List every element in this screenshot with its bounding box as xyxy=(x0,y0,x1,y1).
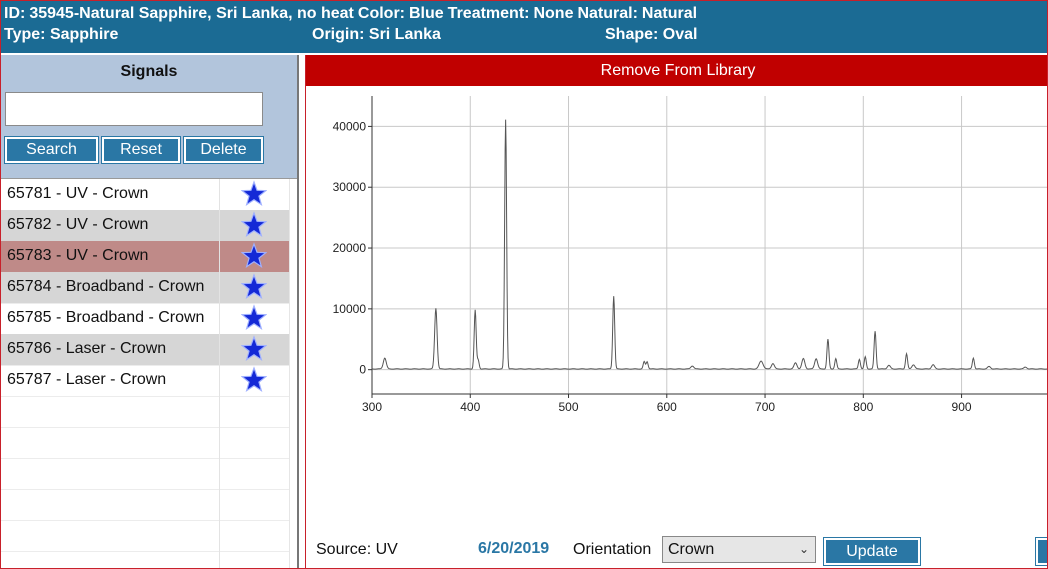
row-divider xyxy=(1,303,289,304)
signals-panel: Signals Search Reset Delete 65781 - UV -… xyxy=(1,55,299,568)
treatment-label: Treatment: xyxy=(447,5,530,22)
star-icon[interactable] xyxy=(241,211,267,239)
signal-row[interactable]: 65785 - Broadband - Crown xyxy=(1,303,289,334)
x-tick-label: 400 xyxy=(460,400,480,414)
signal-row[interactable]: 65783 - UV - Crown xyxy=(1,241,289,272)
signal-row[interactable]: 65787 - Laser - Crown xyxy=(1,365,289,396)
source-label: Source: UV xyxy=(316,541,398,558)
delete-button[interactable]: Delete xyxy=(183,136,264,164)
color-label: Color: xyxy=(357,5,405,22)
orientation-select[interactable]: Crown ⌄ xyxy=(662,536,816,563)
type-value: Sapphire xyxy=(49,26,119,43)
x-tick-label: 500 xyxy=(559,400,579,414)
color-value: Blue xyxy=(409,5,444,22)
id-label: ID: xyxy=(4,5,26,22)
signal-date: 6/20/2019 xyxy=(478,540,550,557)
column-divider xyxy=(219,179,220,568)
chevron-down-icon: ⌄ xyxy=(798,542,809,556)
signal-label: 65783 - UV - Crown xyxy=(7,247,149,264)
y-tick-label: 10000 xyxy=(333,302,367,316)
signal-label: 65781 - UV - Crown xyxy=(7,185,149,202)
signal-search-input[interactable] xyxy=(5,92,263,126)
id-value: 35945-Natural Sapphire, Sri Lanka, no he… xyxy=(29,5,354,22)
signal-label: 65785 - Broadband - Crown xyxy=(7,309,205,326)
type-field: Type: Sapphire xyxy=(4,26,118,44)
origin-label: Origin: xyxy=(312,26,365,43)
row-divider xyxy=(1,520,289,521)
x-tick-label: 300 xyxy=(362,400,382,414)
signals-title: Signals xyxy=(120,63,178,80)
x-tick-label: 600 xyxy=(657,400,677,414)
star-icon[interactable] xyxy=(241,180,267,208)
row-divider xyxy=(1,427,289,428)
shape-field: Shape: Oval xyxy=(605,26,697,44)
signal-row[interactable]: 65784 - Broadband - Crown xyxy=(1,272,289,303)
natural-label: Natural: xyxy=(577,5,638,22)
signal-label: 65782 - UV - Crown xyxy=(7,216,149,233)
spectrum-panel: Remove From Library 300 400 500 600 700 800 90… xyxy=(305,55,1047,568)
shape-value: Oval xyxy=(662,26,698,43)
spectrum-chart: 300 400 500 600 700 800 900 0 10000 20000 30000 400… xyxy=(333,96,1047,414)
list-scrollbar[interactable] xyxy=(289,179,297,568)
header-line-1: ID: 35945-Natural Sapphire, Sri Lanka, no… xyxy=(4,5,701,23)
search-button[interactable]: Search xyxy=(4,136,99,164)
row-divider xyxy=(1,489,289,490)
gem-info-header: ID: 35945-Natural Sapphire, Sri Lanka, no… xyxy=(1,1,1047,53)
orientation-label: Orientation xyxy=(573,541,652,558)
signals-header: Signals Search Reset Delete xyxy=(1,55,297,178)
star-icon[interactable] xyxy=(241,366,267,394)
partial-button[interactable] xyxy=(1035,537,1047,566)
origin-field: Origin: Sri Lanka xyxy=(312,26,441,44)
signal-controls: Source: UV 6/20/2019 Orientation Crown ⌄… xyxy=(306,535,1047,568)
signal-label: 65787 - Laser - Crown xyxy=(7,371,167,388)
origin-value: Sri Lanka xyxy=(368,26,441,43)
type-label: Type: xyxy=(4,26,46,43)
y-tick-label: 0 xyxy=(359,363,366,377)
signal-row[interactable]: 65786 - Laser - Crown xyxy=(1,334,289,365)
star-icon[interactable] xyxy=(241,273,267,301)
natural-value: Natural xyxy=(641,5,698,22)
y-tick-label: 40000 xyxy=(333,119,367,133)
star-icon[interactable] xyxy=(241,335,267,363)
row-divider xyxy=(1,458,289,459)
y-tick-label: 20000 xyxy=(333,241,367,255)
star-icon[interactable] xyxy=(241,242,267,270)
x-tick-label: 800 xyxy=(853,400,873,414)
row-divider xyxy=(1,365,289,366)
treatment-value: None xyxy=(533,5,574,22)
x-tick-label: 900 xyxy=(952,400,972,414)
signal-row[interactable]: 65781 - UV - Crown xyxy=(1,179,289,210)
update-button[interactable]: Update xyxy=(823,537,921,566)
signal-label: 65786 - Laser - Crown xyxy=(7,340,167,357)
signal-list: 65781 - UV - Crown 65782 - UV - Crown 6578… xyxy=(1,178,297,568)
shape-label: Shape: xyxy=(605,26,659,43)
reset-button[interactable]: Reset xyxy=(101,136,181,164)
signal-row[interactable]: 65782 - UV - Crown xyxy=(1,210,289,241)
x-tick-label: 700 xyxy=(755,400,775,414)
spectrum-line xyxy=(371,119,1047,370)
star-icon[interactable] xyxy=(241,304,267,332)
row-divider xyxy=(1,396,289,397)
remove-from-library-button[interactable]: Remove From Library xyxy=(306,55,1047,86)
panel-splitter[interactable] xyxy=(297,55,303,568)
orientation-value: Crown xyxy=(668,541,715,558)
y-tick-label: 30000 xyxy=(333,180,367,194)
signal-label: 65784 - Broadband - Crown xyxy=(7,278,205,295)
row-divider xyxy=(1,551,289,552)
